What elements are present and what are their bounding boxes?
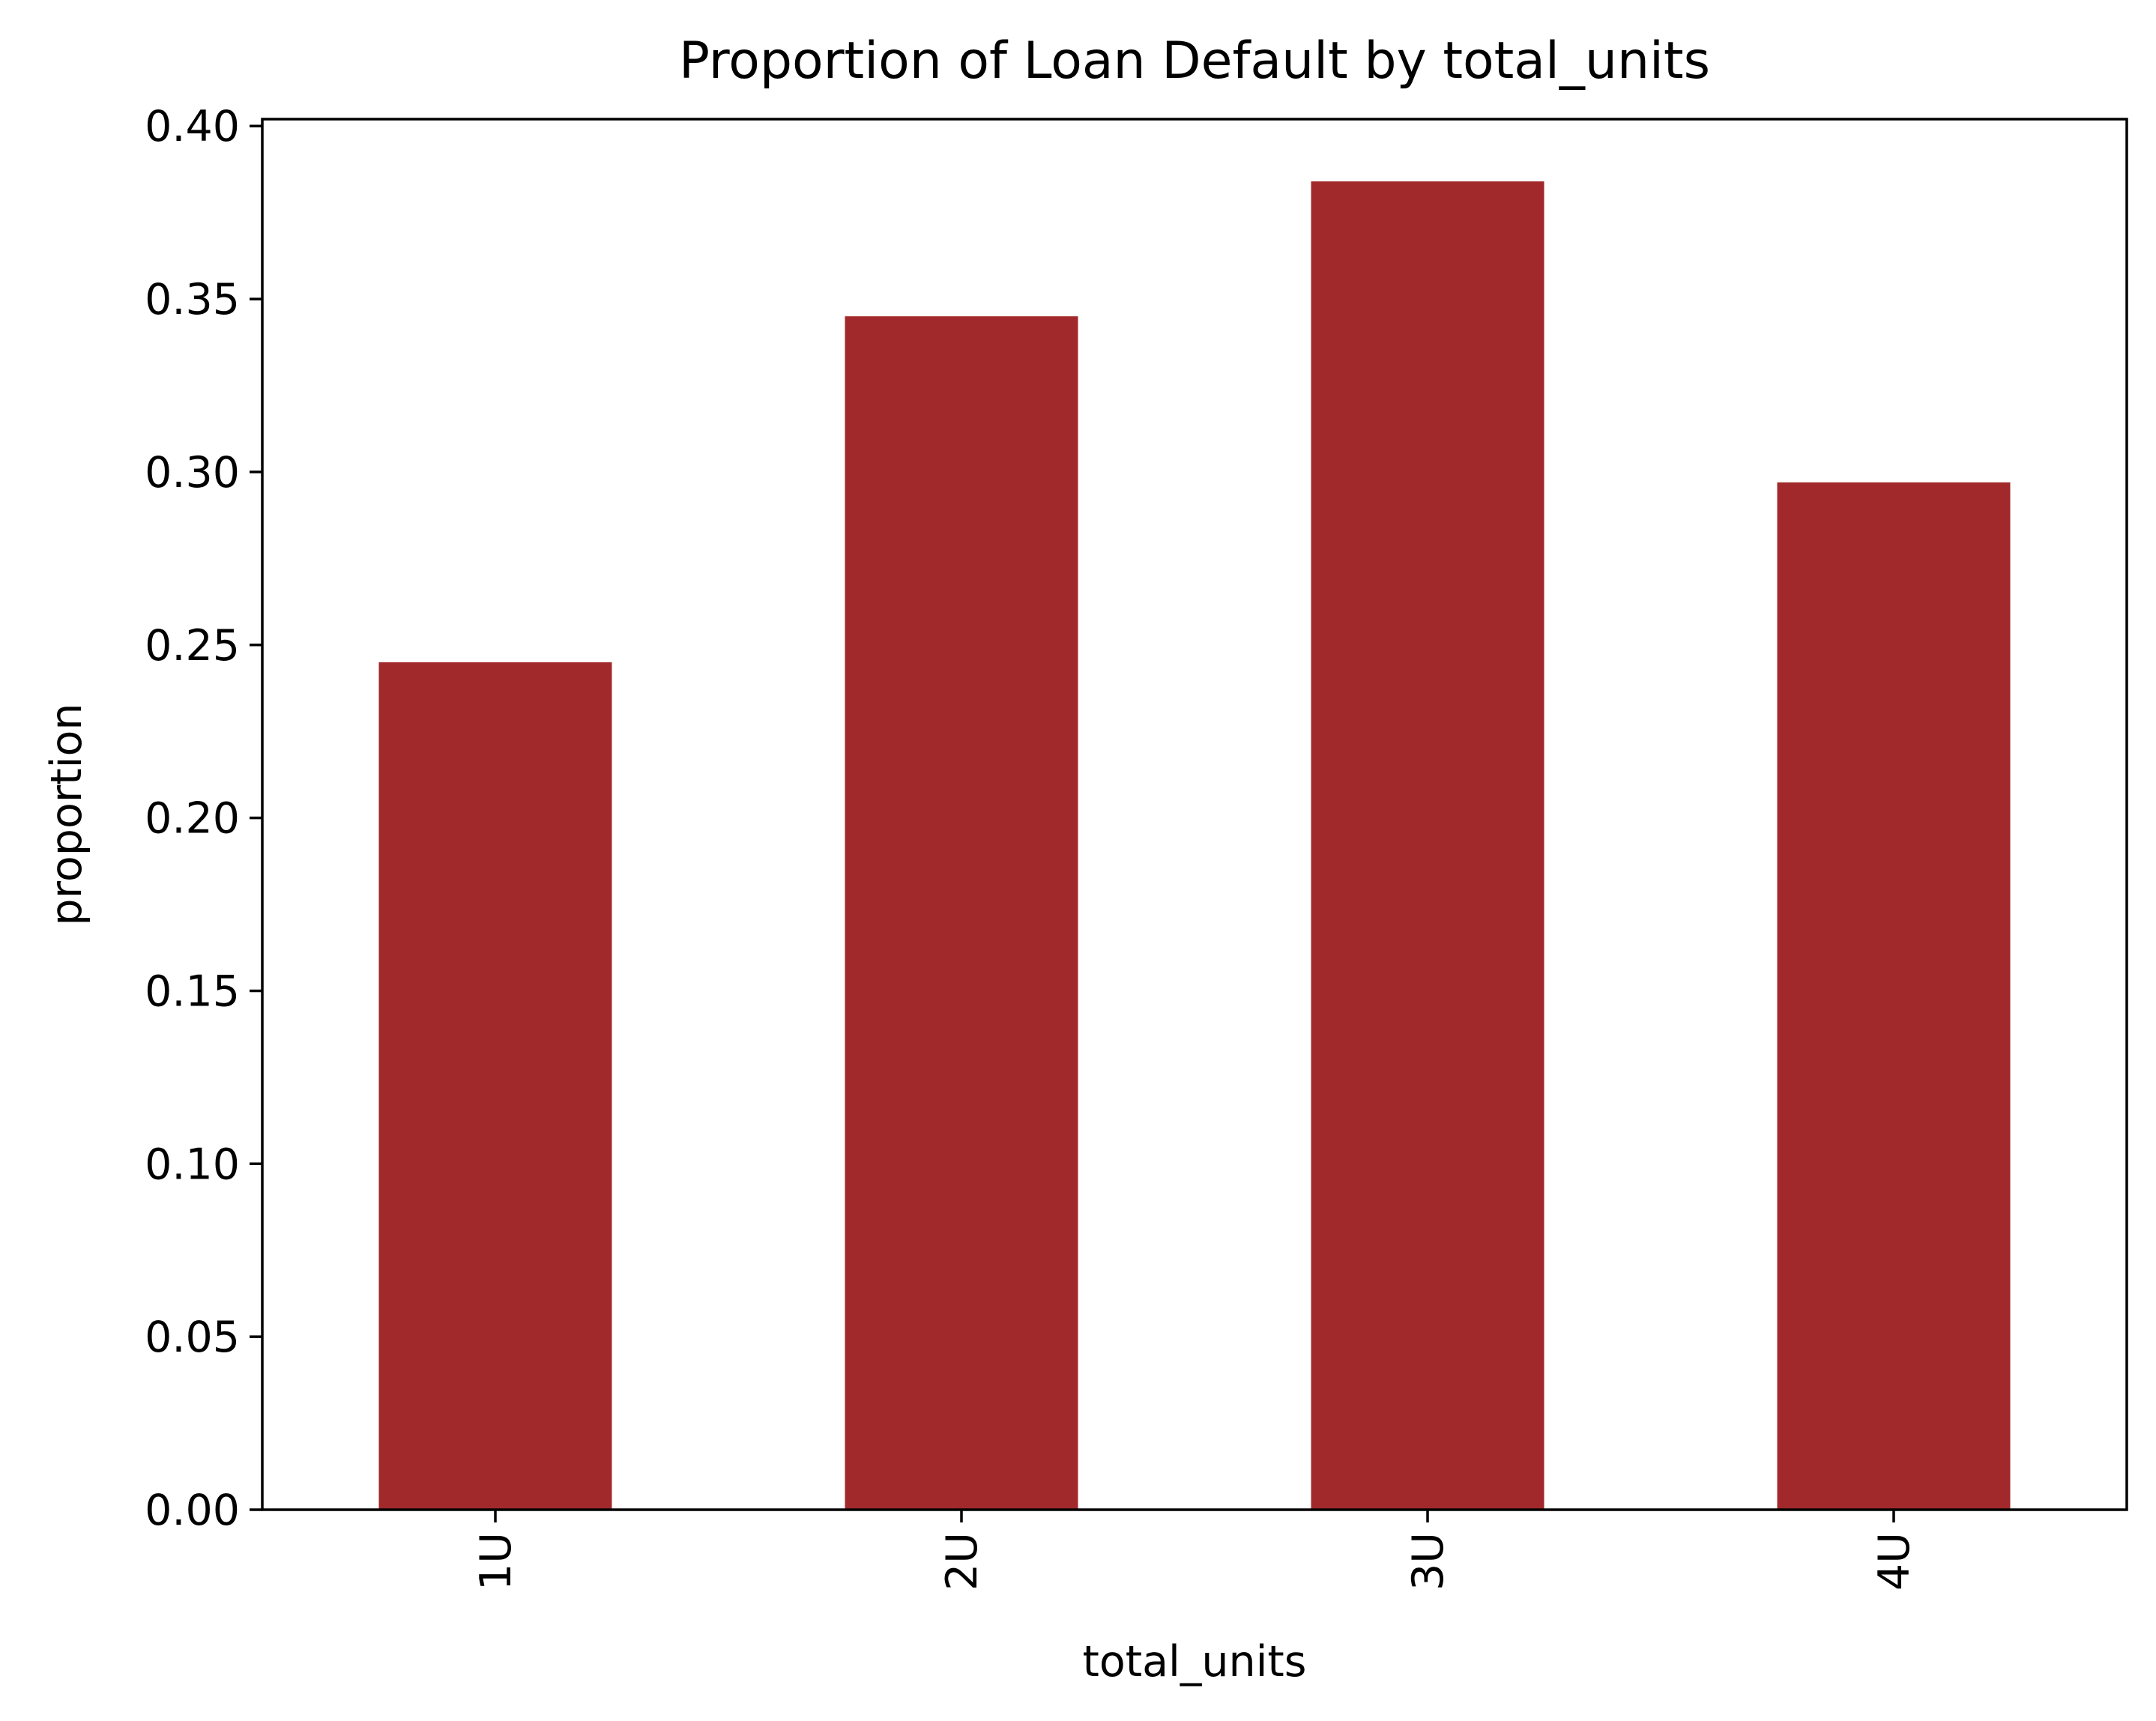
x-axis-label: total_units: [1083, 1637, 1307, 1687]
x-tick-label: 3U: [1404, 1532, 1453, 1591]
chart-title: Proportion of Loan Default by total_unit…: [679, 31, 1710, 91]
bars-layer: [378, 181, 2011, 1510]
y-tick-label: 0.10: [145, 1140, 240, 1189]
x-tick-label: 2U: [937, 1532, 987, 1591]
bar-3U: [1311, 181, 1544, 1510]
y-tick-label: 0.15: [145, 967, 240, 1016]
y-tick-label: 0.05: [145, 1313, 240, 1362]
y-tick-label: 0.00: [145, 1486, 240, 1535]
y-tick-label: 0.35: [145, 275, 240, 324]
x-tick-label: 4U: [1870, 1532, 1919, 1591]
y-axis: 0.00 0.05 0.10 0.15 0.20 0.25 0.30 0.35 0.40: [145, 102, 262, 1535]
x-tick-label: 1U: [471, 1532, 521, 1591]
y-tick-label: 0.30: [145, 448, 240, 497]
bar-2U: [845, 316, 1078, 1510]
y-tick-label: 0.20: [145, 794, 240, 844]
x-axis: 1U 2U 3U 4U: [471, 1510, 1919, 1591]
y-axis-label: proportion: [42, 704, 91, 926]
bar-4U: [1777, 482, 2011, 1510]
y-tick-label: 0.40: [145, 102, 240, 151]
y-tick-label: 0.25: [145, 621, 240, 671]
plot-frame: [261, 118, 2128, 1511]
bar-1U: [378, 662, 612, 1510]
